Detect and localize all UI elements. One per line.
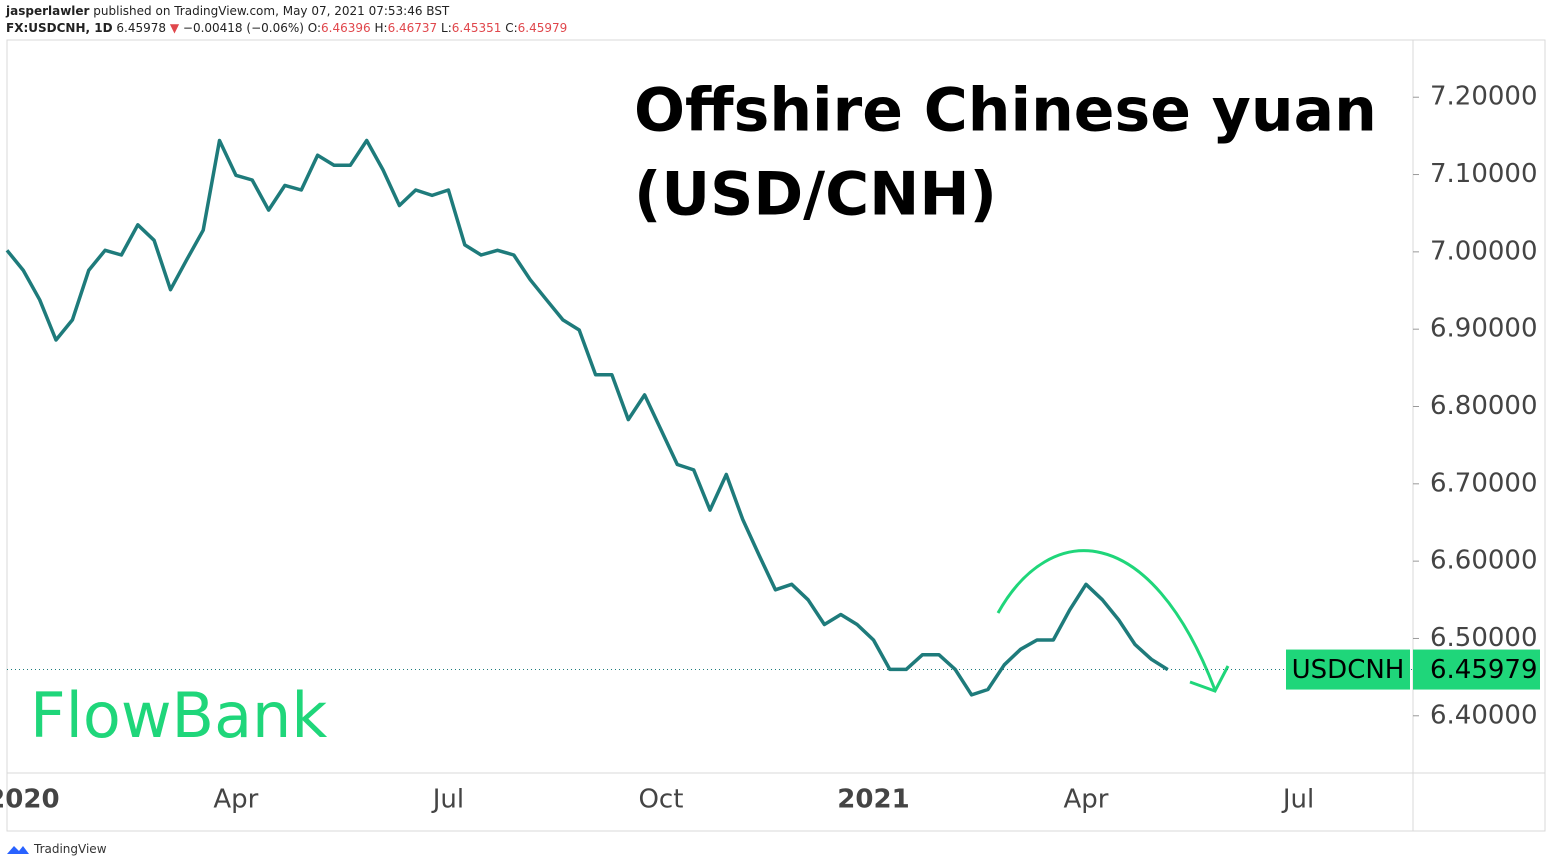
y-tick-label: 6.60000 <box>1430 546 1538 576</box>
close: 6.45979 <box>517 21 568 35</box>
y-tick-label: 6.70000 <box>1430 468 1538 498</box>
x-tick-label: Apr <box>213 785 258 815</box>
price-line <box>5 138 1169 697</box>
y-tick-label: 6.80000 <box>1430 391 1538 421</box>
ohlc-line: FX:USDCNH, 1D 6.45978 ▼ −0.00418 (−0.06%… <box>6 21 567 35</box>
symbol-box <box>1286 649 1410 690</box>
last-price-box <box>1413 649 1540 690</box>
y-tick-label: 7.00000 <box>1430 236 1538 266</box>
price: 6.45978 <box>116 21 166 35</box>
publish-line: jasperlawler published on TradingView.co… <box>6 4 449 18</box>
footer: TradingView <box>7 842 107 856</box>
plot: 6.40000 6.50000 6.60000 6.70000 6.80000 6.900… <box>0 82 1540 815</box>
symbol: FX:USDCNH, 1D <box>6 21 113 35</box>
frame <box>6 39 1546 832</box>
title-line: Offshire Chinese yuan <box>634 76 1377 146</box>
x-tick-label: Apr <box>1064 785 1109 815</box>
arrow-curve <box>996 549 1217 691</box>
h-label: H: <box>374 21 388 35</box>
y-tick-label: 6.90000 <box>1430 314 1538 344</box>
tv-logo <box>7 846 29 854</box>
y-tick-label: 6.40000 <box>1430 700 1538 730</box>
l-label: L: <box>441 21 452 35</box>
x-tick-label: 2021 <box>837 785 909 815</box>
y-tick-label: 6.50000 <box>1430 623 1538 653</box>
title-line: (USD/CNH) <box>634 160 997 230</box>
y-tick-label: 7.10000 <box>1430 159 1538 189</box>
logo: FlowBank <box>30 679 327 752</box>
x-tick-label: 2020 <box>0 785 60 815</box>
high: 6.46737 <box>387 21 438 35</box>
published: published on TradingView.com, May 07, 20… <box>93 4 450 18</box>
x-tick-label: Jul <box>1281 785 1314 815</box>
author: jasperlawler <box>6 4 90 18</box>
c-label: C: <box>505 21 518 35</box>
y-tick-label: 7.20000 <box>1430 82 1538 112</box>
low: 6.45351 <box>451 21 502 35</box>
footer-text: TradingView <box>34 842 107 856</box>
last-price-label: 6.45979 <box>1430 655 1538 685</box>
symbol-label: USDCNH <box>1292 655 1405 685</box>
open: 6.46396 <box>321 21 371 35</box>
arrow-head <box>1189 665 1230 693</box>
x-tick-label: Jul <box>431 785 464 815</box>
o-label: O: <box>307 21 322 35</box>
change: −0.00418 (−0.06%) <box>182 21 304 35</box>
change-arrow: ▼ <box>169 21 180 35</box>
x-tick-label: Oct <box>638 785 683 815</box>
